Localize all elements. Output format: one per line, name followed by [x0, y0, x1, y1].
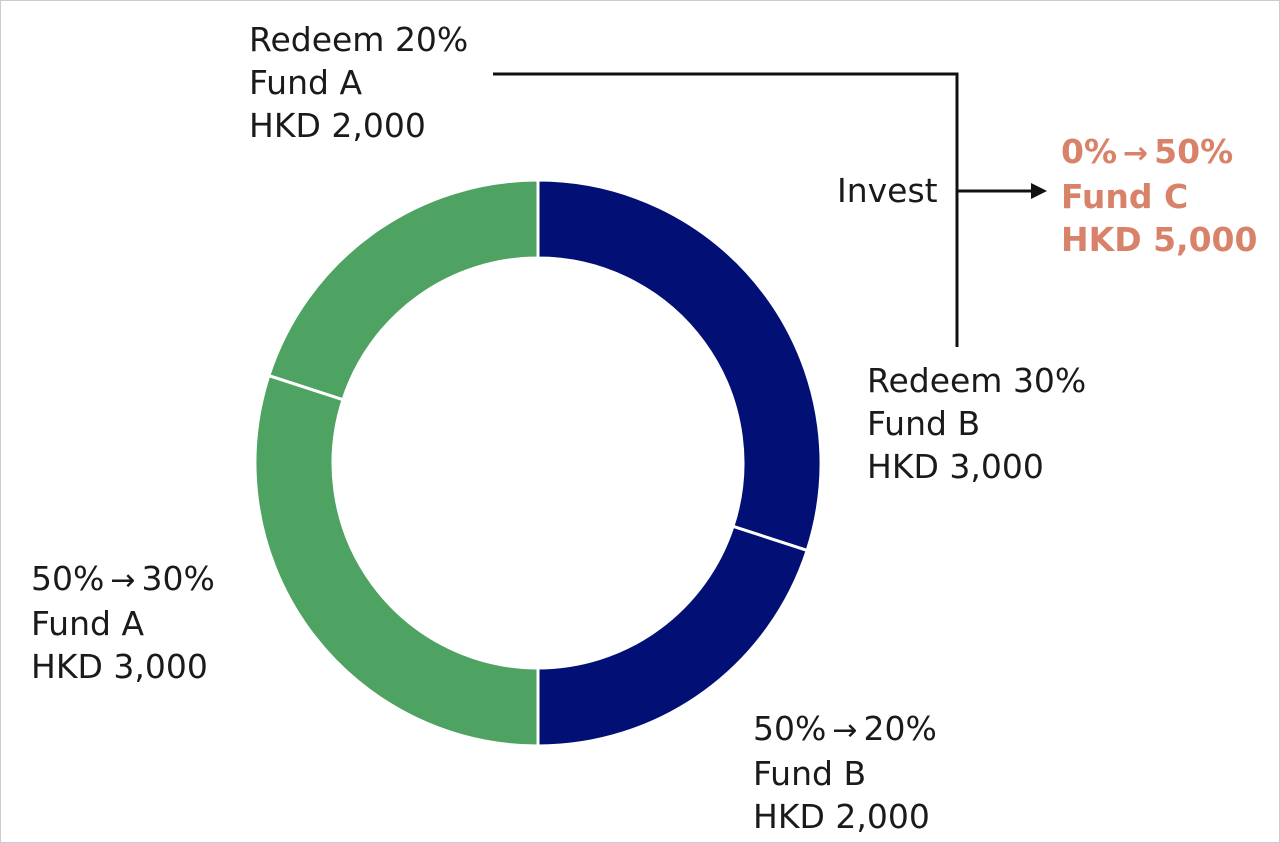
redeem-fund-b-label: Redeem 30% Fund B HKD 3,000 — [867, 359, 1086, 488]
arrow-right-icon: → — [1123, 136, 1149, 171]
donut-slice-4 — [266, 178, 540, 402]
fund-a-amount: HKD 3,000 — [31, 647, 208, 686]
donut-chart — [253, 178, 823, 748]
fund-c-amount: HKD 5,000 — [1061, 220, 1258, 259]
invest-label: Invest — [837, 171, 938, 210]
redeem-a-amount: HKD 2,000 — [249, 106, 426, 145]
fund-c-label: 0% → 50% Fund C HKD 5,000 — [1061, 130, 1257, 261]
arrow-right-icon: → — [832, 713, 858, 748]
invest-arrowhead-icon — [1031, 183, 1047, 199]
fund-b-to: 20% — [863, 709, 937, 748]
fund-b-name: Fund B — [753, 754, 867, 793]
redeem-a-percent: Redeem 20% — [249, 20, 469, 59]
fund-b-amount: HKD 2,000 — [753, 797, 930, 836]
fund-b-result-label: 50% → 20% Fund B HKD 2,000 — [753, 707, 937, 838]
redeem-b-percent: Redeem 30% — [867, 361, 1087, 400]
redeem-b-fund: Fund B — [867, 404, 981, 443]
redeem-b-amount: HKD 3,000 — [867, 447, 1044, 486]
fund-a-to: 30% — [141, 559, 215, 598]
fund-b-change: 50% → 20% — [753, 707, 937, 752]
fund-a-name: Fund A — [31, 604, 145, 643]
redeem-a-connector — [493, 72, 959, 347]
fund-c-to: 50% — [1154, 132, 1234, 171]
fund-a-from: 50% — [31, 559, 105, 598]
redeem-a-fund: Fund A — [249, 63, 363, 102]
fund-b-from: 50% — [753, 709, 827, 748]
fund-c-change: 0% → 50% — [1061, 130, 1257, 175]
donut-slice-3 — [253, 373, 540, 748]
fund-c-name: Fund C — [1061, 177, 1189, 216]
redeem-fund-a-label: Redeem 20% Fund A HKD 2,000 — [249, 18, 468, 147]
arrow-right-icon: → — [110, 563, 136, 598]
fund-c-from: 0% — [1061, 132, 1118, 171]
donut-slice-1 — [536, 178, 823, 553]
fund-a-result-label: 50% → 30% Fund A HKD 3,000 — [31, 557, 215, 688]
fund-a-change: 50% → 30% — [31, 557, 215, 602]
